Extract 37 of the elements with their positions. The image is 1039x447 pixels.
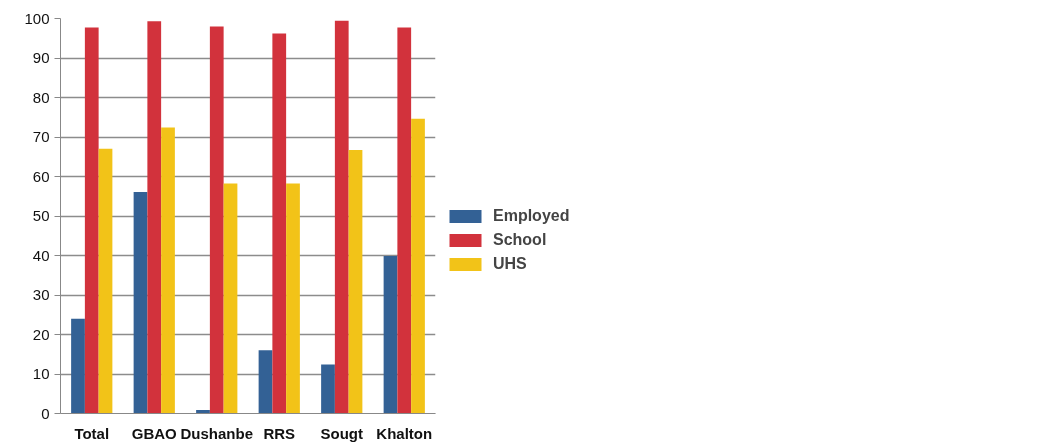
x-tick-label: Sougt [320, 424, 364, 442]
legend-label: School [493, 231, 547, 249]
bar [84, 27, 99, 414]
x-tick-label: RRS [263, 424, 296, 442]
y-tick-label: 50 [32, 207, 50, 224]
y-tick-label: 10 [32, 365, 50, 382]
y-tick-label: 80 [32, 88, 50, 106]
bar [348, 150, 363, 414]
y-tick-label: 0 [41, 404, 50, 422]
y-tick-label: 90 [32, 49, 50, 66]
bar [397, 27, 412, 414]
bar [272, 33, 287, 414]
y-tick-label: 20 [32, 325, 50, 343]
bar [411, 118, 425, 414]
bar [321, 364, 335, 414]
bar [71, 318, 85, 414]
y-tick-label: 100 [24, 9, 50, 27]
bar [209, 26, 224, 414]
bar [334, 20, 349, 414]
y-tick-label: 70 [32, 128, 50, 145]
x-tick-label: Dushanbe [180, 424, 254, 442]
bar [286, 183, 300, 414]
x-tick-label: Khalton [376, 424, 433, 442]
bar [383, 255, 398, 414]
bar [161, 127, 175, 414]
x-tick-label: GBAO [131, 424, 178, 442]
legend-label: Employed [493, 207, 570, 225]
bar [147, 21, 162, 414]
bar [98, 148, 113, 414]
bar [133, 191, 148, 414]
y-tick-label: 40 [32, 246, 50, 264]
bar [258, 350, 273, 414]
y-tick-label: 60 [32, 167, 50, 185]
y-tick-label: 30 [32, 286, 50, 303]
x-tick-label: Total [74, 424, 110, 442]
bar [223, 183, 238, 414]
legend-label: UHS [493, 255, 527, 273]
